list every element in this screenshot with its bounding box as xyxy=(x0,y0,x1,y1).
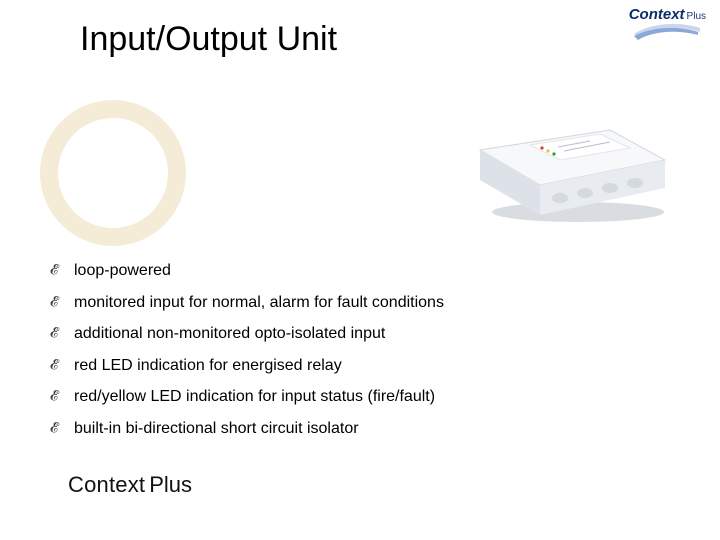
brand-swoosh-icon xyxy=(632,20,702,44)
list-item: 𝓔 red/yellow LED indication for input st… xyxy=(50,386,610,408)
bullet-icon: 𝓔 xyxy=(50,325,58,344)
bullet-list: 𝓔 loop-powered 𝓔 monitored input for nor… xyxy=(50,260,610,450)
list-item: 𝓔 loop-powered xyxy=(50,260,610,282)
brand-logo-top-right: ContextPlus xyxy=(630,6,710,46)
list-item-text: monitored input for normal, alarm for fa… xyxy=(74,294,444,311)
slide: Input/Output Unit ContextPlus xyxy=(0,0,720,540)
list-item-text: additional non-monitored opto-isolated i… xyxy=(74,325,385,342)
bullet-icon: 𝓔 xyxy=(50,388,58,407)
bullet-icon: 𝓔 xyxy=(50,262,58,281)
list-item: 𝓔 monitored input for normal, alarm for … xyxy=(50,292,610,314)
list-item-text: built-in bi-directional short circuit is… xyxy=(74,420,359,437)
footer-logo-suffix: Plus xyxy=(149,472,192,497)
brand-logo-bottom-left: ContextPlus xyxy=(68,472,192,498)
bullet-icon: 𝓔 xyxy=(50,357,58,376)
list-item: 𝓔 additional non-monitored opto-isolated… xyxy=(50,323,610,345)
list-item: 𝓔 built-in bi-directional short circuit … xyxy=(50,418,610,440)
list-item: 𝓔 red LED indication for energised relay xyxy=(50,355,610,377)
list-item-text: red LED indication for energised relay xyxy=(74,357,342,374)
page-title: Input/Output Unit xyxy=(80,20,337,59)
bullet-icon: 𝓔 xyxy=(50,294,58,313)
list-item-text: red/yellow LED indication for input stat… xyxy=(74,388,435,405)
product-image xyxy=(460,90,680,230)
footer-logo-word: Context xyxy=(68,472,145,497)
decorative-ring xyxy=(40,100,186,246)
list-item-text: loop-powered xyxy=(74,262,171,279)
bullet-icon: 𝓔 xyxy=(50,420,58,439)
